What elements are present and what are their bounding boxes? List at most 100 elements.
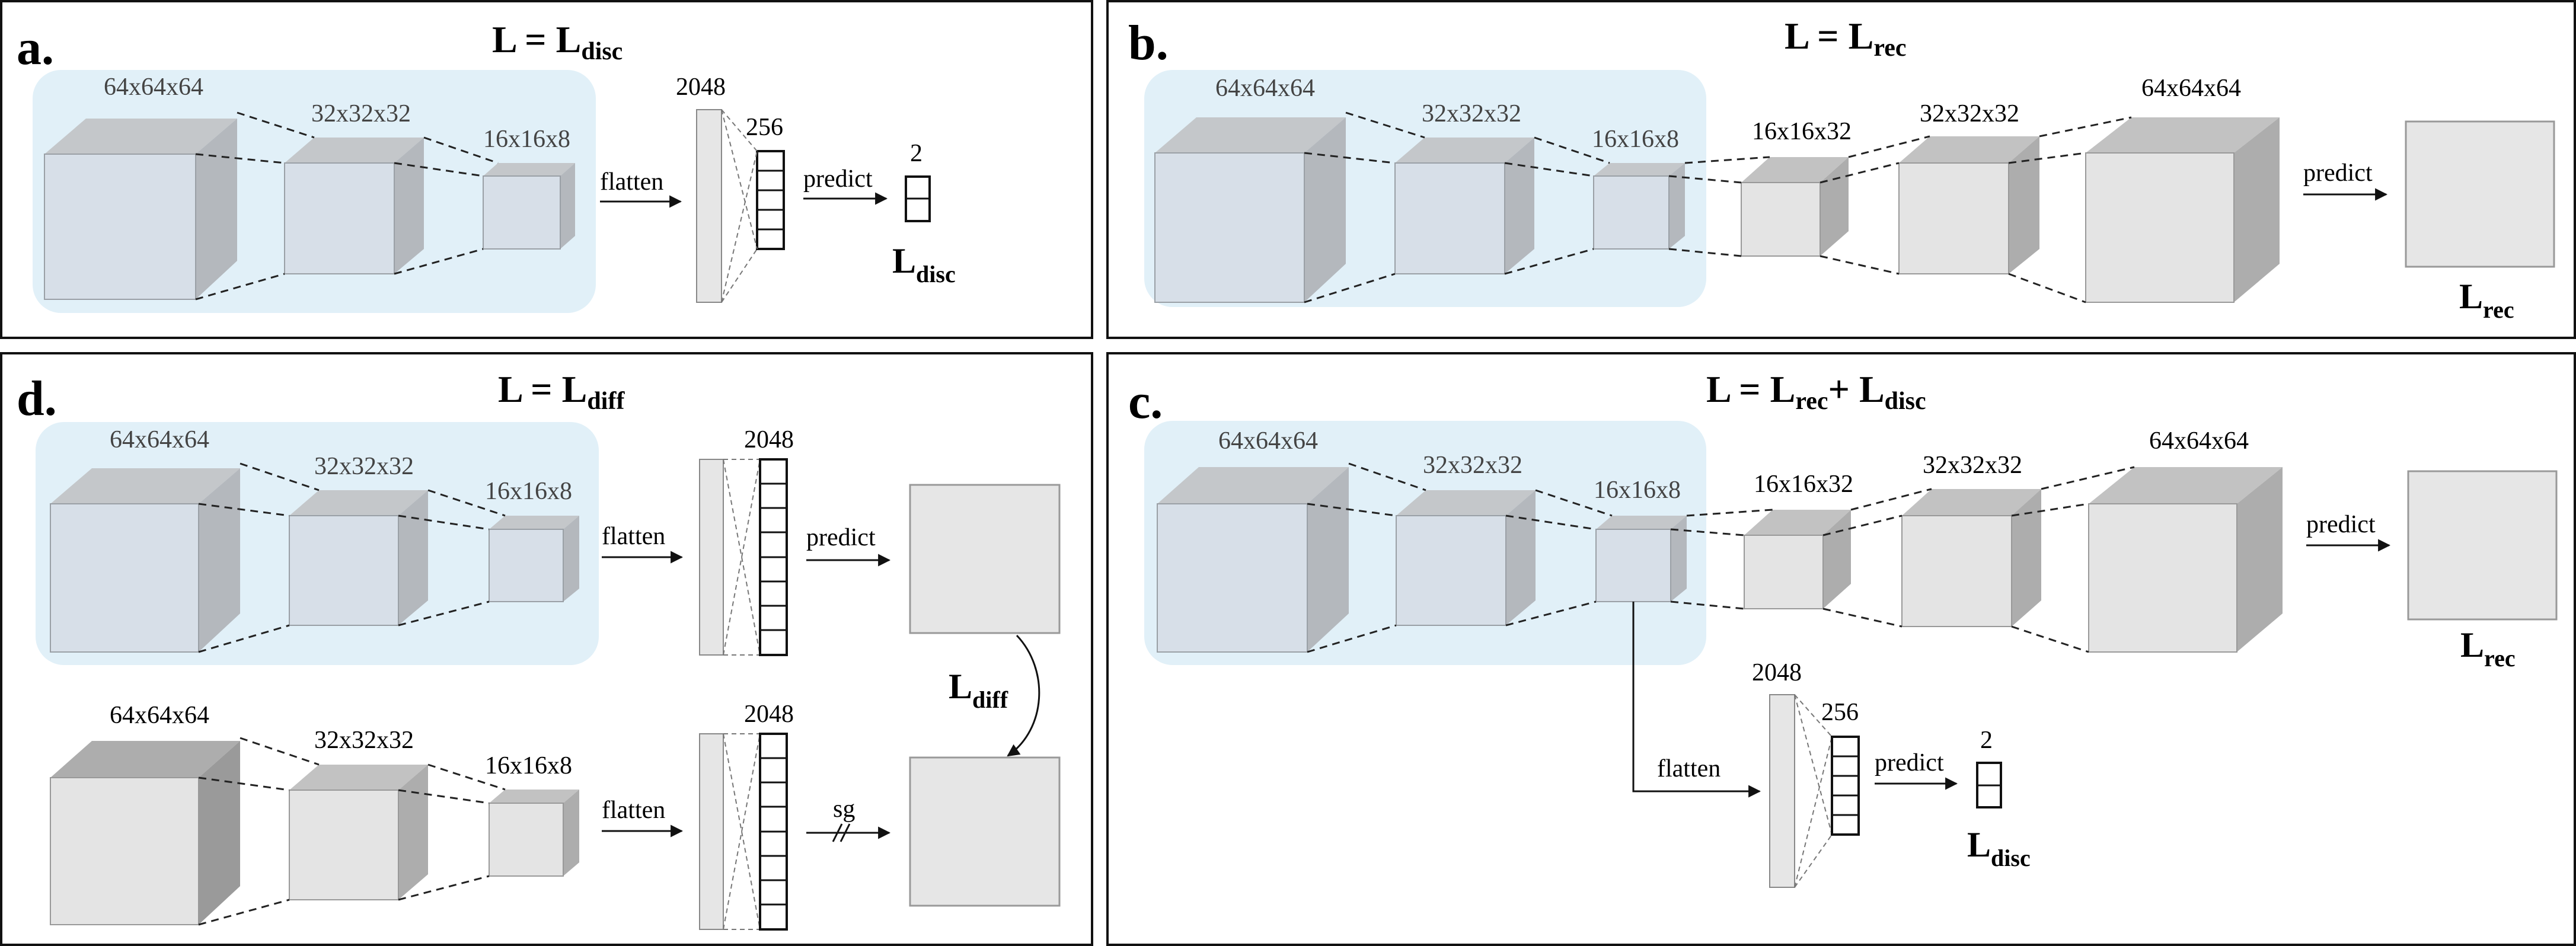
predict-label: predict	[2306, 511, 2376, 538]
dim-label: 64x64x64	[2149, 427, 2249, 455]
block-connectors	[1304, 111, 2132, 303]
decoder-block-3	[2088, 467, 2283, 653]
encoder-block-3	[1595, 516, 1687, 602]
panel-letter: c.	[1128, 374, 1163, 429]
target-encoder-connectors	[198, 737, 506, 926]
loss-title: L = Lrec	[1785, 15, 1906, 62]
dim-label: 64x64x64	[1218, 427, 1318, 455]
flatten-vector	[699, 733, 724, 930]
dim-label: 16x16x32	[1754, 471, 1853, 498]
encoder-block-3	[1593, 163, 1685, 250]
prediction-output	[909, 484, 1061, 634]
flatten-label: flatten	[602, 797, 665, 824]
dim-label: 64x64x64	[104, 73, 203, 101]
reconstruction-output	[2407, 470, 2558, 621]
dim-label: 16x16x32	[1752, 118, 1852, 145]
block-connectors	[1307, 462, 2135, 653]
diff-loss-arrow	[1007, 634, 1040, 757]
dim-label: 32x32x32	[314, 453, 414, 480]
decoder-block-3	[2085, 117, 2280, 303]
dim-label: 16x16x8	[483, 126, 570, 153]
diff-loss-label: Ldiff	[949, 667, 1008, 713]
disc-loss-label: Ldisc	[1967, 825, 2031, 871]
dim-label: 32x32x32	[1422, 100, 1521, 127]
dim-label: 32x32x32	[1423, 452, 1522, 479]
dim-label: 32x32x32	[311, 100, 411, 127]
flat-dim-label: 2048	[744, 426, 794, 453]
dim-label: 64x64x64	[1215, 75, 1315, 102]
flatten-vector	[1769, 694, 1795, 888]
stop-gradient-mark	[832, 823, 851, 842]
output-vector	[1976, 762, 2002, 808]
encoder-connectors	[198, 462, 506, 653]
panel-b: b. L = Lrec	[1106, 0, 2576, 339]
dim-label: 64x64x64	[110, 426, 209, 453]
target-output	[909, 756, 1061, 907]
dim-label: 16x16x8	[485, 752, 572, 779]
dense-connections	[723, 459, 761, 656]
dim-label: 64x64x64	[110, 702, 209, 729]
dim-label: 16x16x8	[485, 478, 572, 505]
decoder-block-1	[1741, 157, 1849, 257]
panel-letter: b.	[1128, 15, 1169, 71]
target-encoder-block-1	[50, 741, 240, 925]
flatten-label: flatten	[602, 523, 665, 550]
panel-c: c. L = Lrec+ Ldisc	[1106, 352, 2576, 946]
encoder-block-1	[1154, 117, 1346, 303]
flatten-label: flatten	[600, 168, 663, 196]
encoder-block-2	[289, 490, 428, 626]
panel-letter: a.	[17, 20, 54, 75]
decoder-block-1	[1744, 510, 1851, 609]
output-vector	[905, 175, 931, 222]
dense-connections	[721, 109, 758, 303]
flatten-vector	[699, 459, 724, 656]
latent-vector	[759, 458, 788, 656]
panel-a: a. L = Ldisc 64x64x64 32x32x32 16	[0, 0, 1093, 339]
dense-connections	[723, 733, 761, 930]
branch-arrow	[1632, 602, 1761, 798]
dim-label: 16x16x8	[1592, 126, 1679, 153]
out-dim-label: 2	[1980, 727, 1993, 754]
encoder-block-3	[483, 163, 575, 250]
encoder-connectors	[195, 111, 499, 301]
decoder-block-2	[1898, 136, 2039, 274]
disc-loss-label: Ldisc	[892, 241, 956, 287]
rec-loss-label: Lrec	[2460, 625, 2516, 672]
flat-dim-label: 2048	[1752, 659, 1802, 686]
target-encoder-block-3	[489, 790, 579, 877]
target-encoder-block-2	[289, 765, 428, 900]
dim-label: 32x32x32	[1923, 452, 2022, 479]
panel-d: d. L = Ldiff 64x64x64 32x32x32	[0, 352, 1093, 946]
loss-title: L = Lrec+ Ldisc	[1706, 368, 1926, 415]
flatten-vector	[696, 109, 722, 303]
flatten-label: flatten	[1657, 755, 1720, 782]
encoder-block-1	[50, 468, 240, 653]
out-dim-label: 2	[910, 140, 922, 167]
encoder-block-1	[1157, 467, 1349, 653]
dense-dim-label: 256	[1821, 699, 1859, 726]
flat-dim-label: 2048	[744, 701, 794, 728]
decoder-block-2	[1901, 489, 2041, 627]
encoder-block-2	[1394, 138, 1534, 274]
predict-label: predict	[1875, 749, 1944, 776]
dim-label: 32x32x32	[314, 727, 414, 754]
loss-title: L = Ldisc	[492, 18, 623, 65]
encoder-block-1	[44, 119, 237, 300]
encoder-block-2	[284, 138, 424, 274]
rec-loss-label: Lrec	[2459, 277, 2514, 323]
predict-label: predict	[2303, 159, 2373, 187]
dim-label: 16x16x8	[1594, 477, 1681, 504]
encoder-block-3	[489, 516, 579, 602]
dense-dim-label: 256	[746, 114, 783, 141]
panel-letter: d.	[17, 371, 57, 426]
sg-label: sg	[833, 795, 855, 823]
encoder-block-2	[1396, 490, 1536, 626]
loss-title: L = Ldiff	[498, 368, 625, 415]
predict-label: predict	[803, 165, 873, 193]
dense-layer	[756, 150, 785, 250]
flat-dim-label: 2048	[676, 73, 726, 101]
dense-connections	[1794, 694, 1833, 888]
predict-label: predict	[806, 524, 876, 551]
dense-layer	[1831, 736, 1860, 836]
